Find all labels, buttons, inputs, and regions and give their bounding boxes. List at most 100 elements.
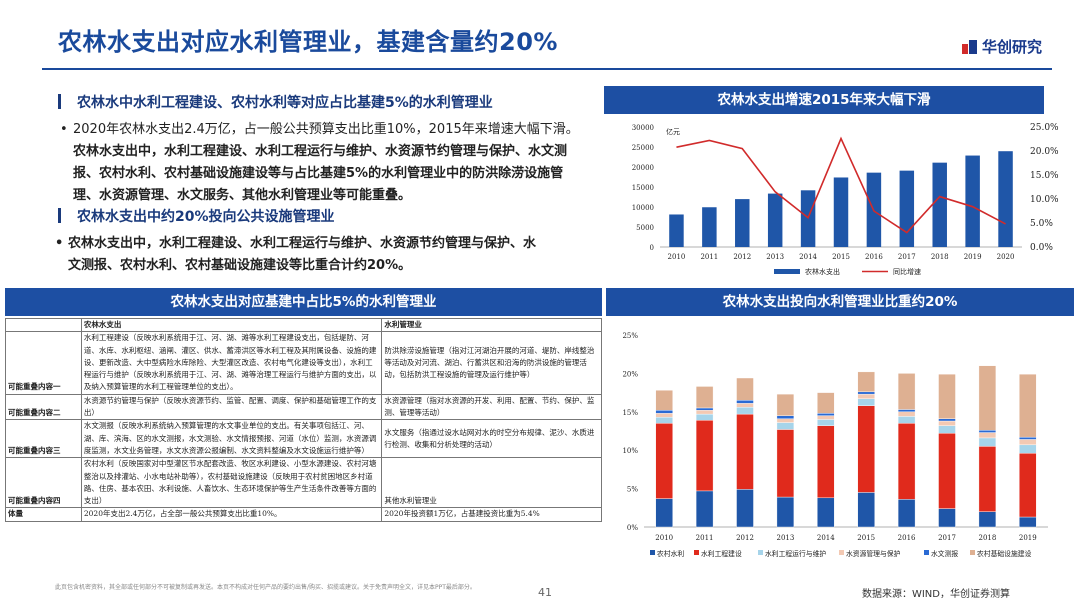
stack-segment-2017-0 xyxy=(938,508,956,528)
stack-segment-2013-2 xyxy=(776,422,795,430)
bar-2019 xyxy=(965,155,980,247)
table-header-cell xyxy=(5,317,82,333)
x-tick-label: 2017 xyxy=(938,534,956,542)
stack-segment-2013-3 xyxy=(776,418,795,423)
table-cell: 其他水利管理业 xyxy=(381,457,602,509)
stack-segment-2014-1 xyxy=(817,425,835,499)
unit-label: 亿元 xyxy=(666,127,680,136)
stack-segment-2015-0 xyxy=(857,492,875,528)
bar-2010 xyxy=(669,214,684,247)
bullet-2: • 农林水支出中，水利工程建设、水利工程运行与维护、水资源节约管理与保护、水 文… xyxy=(55,233,536,277)
legend-swatch-bars xyxy=(774,269,800,274)
section-heading-2-text: 农林水支出中约20%投向公共设施管理业 xyxy=(77,209,335,225)
stack-segment-2015-2 xyxy=(857,398,875,406)
stack-segment-2017-3 xyxy=(938,420,956,426)
chart-growth-svg: 0 5000 10000 15000 20000 25000 30000 0.0% 5.0% 10… xyxy=(632,123,1059,276)
stack-segment-2011-1 xyxy=(695,420,714,492)
table-cell: 水文服务（指通过设水站网对水的时空分布规律、泥沙、水质进行检测、收集和分析处理的… xyxy=(381,419,602,459)
stack-segment-2011-3 xyxy=(695,410,714,415)
bar-2017 xyxy=(899,170,915,247)
bar-2012 xyxy=(735,199,750,247)
stack-segment-2015-3 xyxy=(857,393,875,399)
stack-segment-2010-5 xyxy=(655,390,673,411)
bullet-1-line-3: 报、农村水利、农村基础设施建设等与占比基建5%的水利管理业中的防洪除涝设施管 xyxy=(73,166,564,181)
stack-segment-2012-4 xyxy=(736,400,754,404)
bullet-1-line-1: 2020年农林水支出2.4万亿，占一般公共预算支出比重10%，2015年来增速大… xyxy=(73,122,579,137)
bar-2018 xyxy=(932,162,947,247)
stack-segment-2017-5 xyxy=(938,373,956,419)
stack-segment-2015-4 xyxy=(857,391,875,395)
stack-segment-2019-2 xyxy=(1019,444,1037,454)
stack-segment-2016-5 xyxy=(897,373,916,410)
stack-segment-2010-3 xyxy=(655,413,673,418)
stack-segment-2017-4 xyxy=(938,418,956,422)
right-tick-label: 10.0% xyxy=(1030,195,1059,205)
table-header-cell: 水利管理业 xyxy=(381,317,602,333)
logo-icon xyxy=(961,39,977,54)
x-tick-label: 2010 xyxy=(668,253,686,261)
bullet-2-line-2: 文测报、农村水利、农村基础设施建设等比重合计约20%。 xyxy=(68,258,412,273)
x-tick-label: 2015 xyxy=(832,253,850,261)
stack-segment-2016-4 xyxy=(897,409,916,413)
table-cell: 水资源节约管理与保护（反映水资源节约、监管、配置、调度、保护和基础管理工作的支出… xyxy=(80,393,383,421)
table-cell: 防洪除涝设施管理（指对江河湖泊开展的河道、堤防、岸线整治等活动及对河流、湖泊、行… xyxy=(381,331,602,395)
stack-segment-2018-4 xyxy=(978,430,997,433)
chart-share-svg: 0% 5% 10% 15% 20% 25% 2010 2011 2012 2013 2014 2015… xyxy=(622,332,1048,558)
table-cell: 水文测报（反映水利系统纳入预算管理的水文事业单位的支出。有关事项包括江、河、湖、… xyxy=(80,419,383,459)
bullet-2-line-1: 农林水支出中，水利工程建设、水利工程运行与维护、水资源节约管理与保护、水 xyxy=(68,236,537,251)
stack-segment-2012-0 xyxy=(736,489,754,528)
legend-swatch xyxy=(839,550,844,555)
table-row: 可能重叠内容四 农村水利（反映国家对中型灌区节水配套改造、牧区水利建设、小型水源… xyxy=(5,457,602,509)
stack-segment-2016-1 xyxy=(897,423,916,500)
stack-segment-2012-1 xyxy=(736,413,754,490)
bullet-dot: • xyxy=(60,122,68,137)
left-tick-label: 25000 xyxy=(632,144,654,152)
page-title: 农林水支出对应水利管理业，基建含量约20% xyxy=(58,28,558,56)
table-header-row: 农林水支出 水利管理业 xyxy=(5,317,602,333)
bar-2020 xyxy=(998,151,1013,247)
right-tick-label: 20.0% xyxy=(1030,147,1059,157)
x-tick-label: 2014 xyxy=(799,253,817,261)
stack-segment-2018-2 xyxy=(978,437,997,447)
x-tick-label: 2012 xyxy=(736,534,754,542)
table-row-label: 可能重叠内容四 xyxy=(5,457,82,509)
legend-swatch xyxy=(970,550,975,555)
x-tick-label: 2019 xyxy=(1019,534,1037,542)
x-tick-label: 2018 xyxy=(978,534,996,542)
x-tick-label: 2012 xyxy=(733,253,751,261)
table-cell: 水资源管理（指对水资源的开发、利用、配置、节约、保护、监测、管理等活动） xyxy=(381,393,602,421)
x-tick-label: 2017 xyxy=(898,253,916,261)
stack-segment-2011-0 xyxy=(695,490,714,528)
stack-segment-2015-1 xyxy=(857,405,875,493)
left-tick-label: 20000 xyxy=(632,164,654,172)
x-tick-label: 2011 xyxy=(700,253,718,261)
stack-segment-2010-0 xyxy=(655,498,673,528)
x-tick-label: 2015 xyxy=(857,534,875,542)
table-header-cell: 农林水支出 xyxy=(80,317,383,333)
right-tick-label: 5.0% xyxy=(1030,219,1053,229)
stack-segment-2014-2 xyxy=(817,419,835,426)
stack-segment-2011-5 xyxy=(695,386,714,409)
brand-logo: 华创研究 xyxy=(961,36,1042,57)
table-row-label: 体量 xyxy=(5,507,82,522)
legend-swatch xyxy=(694,550,699,555)
growth-line xyxy=(676,136,1006,234)
x-tick-label: 2011 xyxy=(696,534,714,542)
stack-segment-2014-5 xyxy=(817,392,835,414)
disclaimer: 此页包含机密资料，其全部或任何部分不可被复制或再发送。本页不构成对任何产品的要约… xyxy=(55,584,476,591)
section-heading-1-text: 农林水中水利工程建设、农村水利等对应占比基建5%的水利管理业 xyxy=(77,95,493,111)
stack-segment-2014-4 xyxy=(817,413,835,416)
legend-swatch xyxy=(924,550,929,555)
stack-segment-2018-5 xyxy=(978,365,997,431)
stack-segment-2017-2 xyxy=(938,425,956,434)
bar-2013 xyxy=(767,193,783,247)
left-tick-label: 10000 xyxy=(632,204,654,212)
data-source: 数据来源：WIND，华创证券测算 xyxy=(861,589,1010,600)
section-heading-1: 农林水中水利工程建设、农村水利等对应占比基建5%的水利管理业 xyxy=(58,92,493,112)
stack-segment-2014-0 xyxy=(817,497,835,528)
stack-segment-2019-0 xyxy=(1019,516,1037,528)
legend-label: 水文测报 xyxy=(931,549,958,558)
stack-segment-2011-4 xyxy=(695,407,714,411)
title-divider xyxy=(42,68,1052,70)
legend-swatch xyxy=(650,550,655,555)
